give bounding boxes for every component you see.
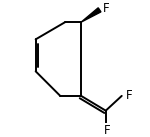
Text: F: F	[104, 124, 110, 137]
Polygon shape	[81, 8, 101, 22]
Text: F: F	[125, 89, 132, 102]
Text: F: F	[103, 2, 110, 15]
